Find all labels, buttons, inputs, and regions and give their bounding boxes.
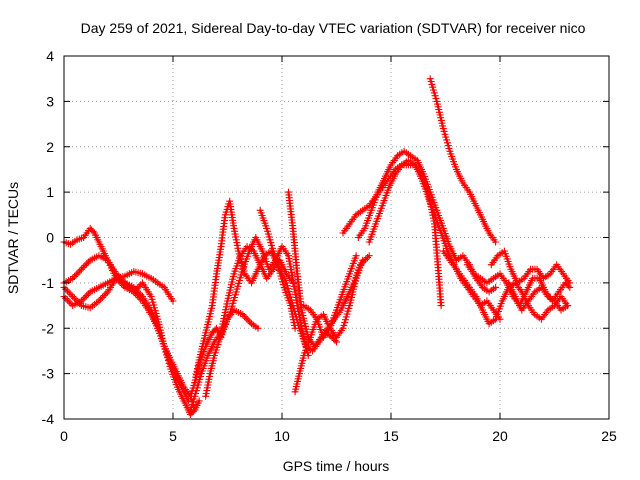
grid-lines	[64, 56, 609, 419]
y-axis-label: SDTVAR / TECUs	[5, 182, 21, 294]
series-s4	[60, 274, 192, 405]
plus-markers	[426, 75, 500, 246]
x-tick-label: 5	[169, 428, 177, 444]
y-tick-label: -2	[42, 320, 55, 336]
plus-markers	[60, 274, 192, 405]
data-series	[60, 75, 574, 418]
y-tick-label: -3	[42, 366, 55, 382]
x-tick-label: 10	[274, 428, 290, 444]
plus-markers	[300, 252, 360, 341]
y-tick-label: 0	[46, 230, 54, 246]
x-tick-label: 20	[492, 428, 508, 444]
y-tick-label: 1	[46, 184, 54, 200]
chart-title: Day 259 of 2021, Sidereal Day-to-day VTE…	[81, 20, 586, 36]
x-axis-label: GPS time / hours	[283, 458, 390, 474]
axis-ticks: 0 5 10 15 20 25 -4 -3 -2 -1 0 1 2 3 4	[42, 48, 617, 444]
x-tick-label: 25	[601, 428, 617, 444]
series-s20	[505, 279, 572, 314]
series-s17	[439, 247, 572, 328]
series-s16	[426, 75, 500, 246]
x-tick-label: 0	[60, 428, 68, 444]
series-s19	[487, 247, 574, 287]
y-tick-label: 3	[46, 93, 54, 109]
series-s12	[300, 252, 360, 341]
x-tick-label: 15	[383, 428, 399, 444]
y-tick-label: 4	[46, 48, 54, 64]
series-s11	[291, 256, 367, 396]
plus-markers	[505, 279, 572, 314]
plus-markers	[354, 147, 500, 296]
y-tick-label: 2	[46, 139, 54, 155]
plus-markers	[487, 247, 574, 287]
plus-markers	[291, 256, 367, 396]
y-tick-label: -4	[42, 411, 55, 427]
y-tick-label: -1	[42, 275, 55, 291]
